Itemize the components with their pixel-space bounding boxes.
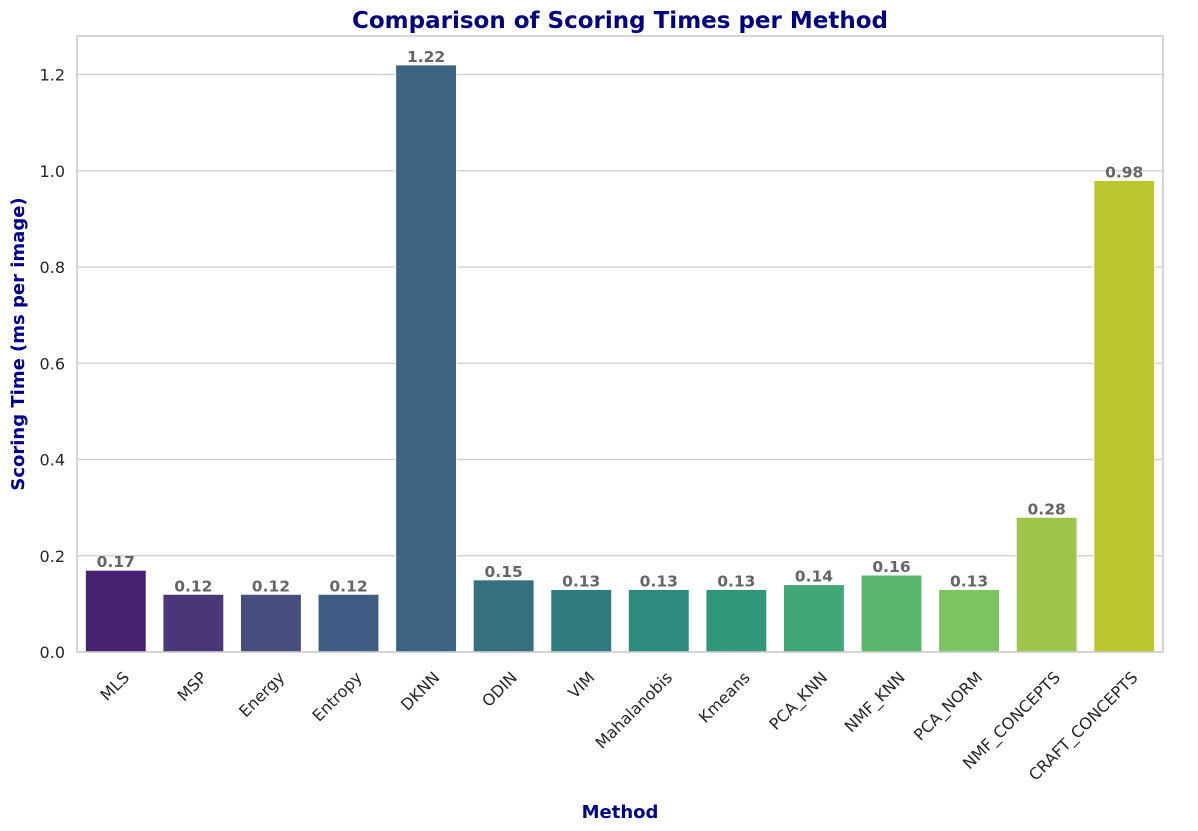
- bar-value-label: 0.16: [872, 558, 910, 576]
- bar: [627, 588, 690, 653]
- bar: [550, 588, 613, 653]
- x-tick-label: PCA_KNN: [765, 668, 832, 735]
- y-axis-label: Scoring Time (ms per image): [8, 197, 29, 490]
- bar-value-label: 0.12: [329, 577, 367, 595]
- bar-value-label: 0.14: [795, 568, 833, 586]
- x-axis-ticks: MLS MSP Energy Entropy DKNN ODIN VIMMahalanobi…: [96, 668, 1142, 786]
- bar-value-label: 0.12: [252, 577, 290, 595]
- bars: [84, 64, 1156, 653]
- x-tick-label: VIM: [564, 668, 598, 702]
- chart-title: Comparison of Scoring Times per Method: [352, 8, 888, 34]
- bar-value-label: 0.13: [950, 572, 988, 590]
- y-tick-label: 1.2: [40, 66, 65, 85]
- bar: [162, 593, 225, 653]
- bar: [395, 64, 458, 653]
- y-tick-label: 0.2: [40, 547, 65, 566]
- x-tick-label: Kmeans: [695, 668, 754, 727]
- bar-value-label: 0.98: [1105, 163, 1143, 181]
- bar-value-label: 0.15: [485, 563, 523, 581]
- bar: [239, 593, 302, 653]
- y-tick-label: 0.6: [40, 354, 65, 373]
- bar-value-label: 0.17: [97, 553, 135, 571]
- bar: [860, 574, 923, 653]
- bar-value-label: 0.28: [1028, 500, 1066, 518]
- bar-value-label: 0.13: [717, 572, 755, 590]
- y-tick-label: 0.8: [40, 258, 65, 277]
- x-tick-label: NMF_KNN: [841, 668, 910, 737]
- x-tick-label: ODIN: [478, 668, 521, 711]
- bar-value-label: 0.12: [174, 577, 212, 595]
- bar: [1093, 179, 1156, 653]
- x-tick-label: DKNN: [397, 668, 443, 714]
- bar: [782, 584, 845, 653]
- bar: [317, 593, 380, 653]
- bar: [705, 588, 768, 653]
- x-tick-label: MLS: [96, 668, 133, 705]
- x-tick-label: MSP: [173, 668, 210, 705]
- x-tick-label: Mahalanobis: [591, 668, 676, 753]
- bar-value-label: 0.13: [562, 572, 600, 590]
- y-tick-label: 1.0: [40, 162, 65, 181]
- y-tick-label: 0.4: [40, 451, 65, 470]
- bar: [938, 588, 1001, 653]
- grid-lines: [77, 73, 1163, 653]
- y-tick-label: 0.0: [40, 643, 65, 662]
- bar: [472, 579, 535, 653]
- y-axis-ticks: 0.0 0.2 0.4 0.6 0.8 1.0 1.2: [40, 66, 65, 663]
- x-tick-label: Energy: [235, 668, 288, 721]
- bar-value-label: 1.22: [407, 48, 445, 66]
- x-axis-label: Method: [582, 802, 659, 823]
- bar-data-labels: 0.17 0.12 0.12 0.12 1.22 0.15 0.13 0.13 0.13 0.14…: [97, 48, 1144, 595]
- bar: [1015, 516, 1078, 653]
- x-tick-label: PCA_NORM: [910, 668, 987, 745]
- bar-value-label: 0.13: [640, 572, 678, 590]
- plot-frame: [76, 35, 1164, 653]
- bar: [84, 569, 147, 653]
- x-tick-label: Entropy: [308, 668, 365, 725]
